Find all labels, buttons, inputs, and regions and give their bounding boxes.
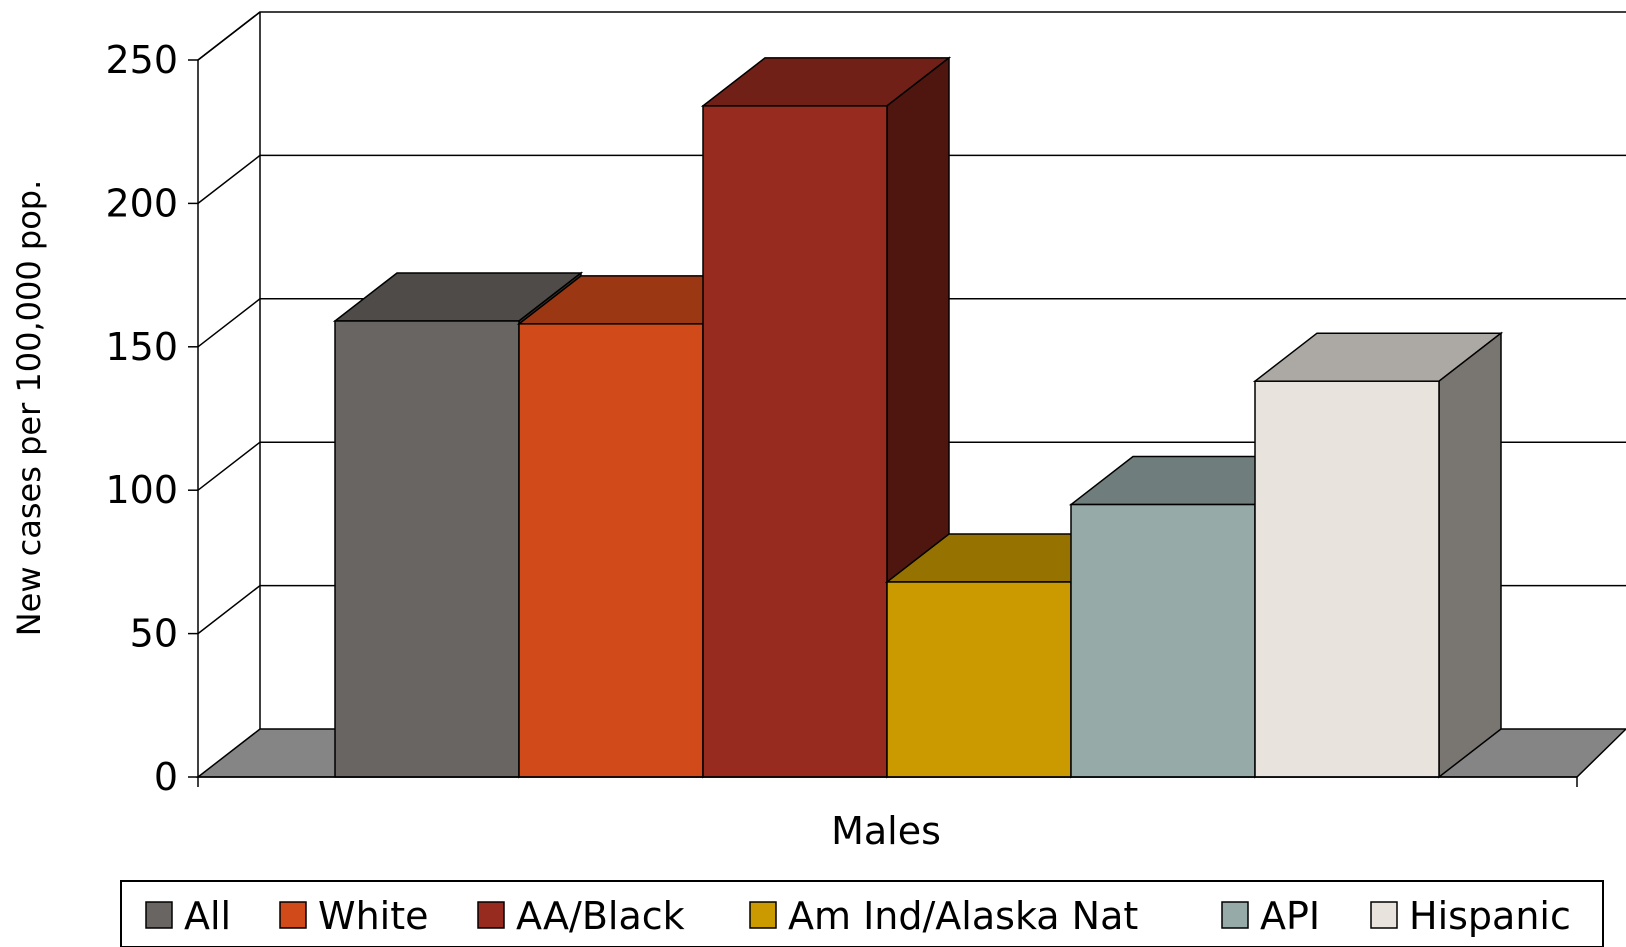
- bar-aa-black: [700, 56, 952, 779]
- y-axis-title: New cases per 100,000 pop.: [10, 180, 48, 637]
- gridline: [197, 154, 1626, 204]
- legend: All White AA/Black Am Ind/Alaska Nat API Hisp…: [120, 880, 1604, 947]
- legend-label: API: [1260, 894, 1320, 938]
- y-tick-label: 50: [130, 612, 178, 656]
- bar-hispanic: [1252, 331, 1504, 779]
- legend-swatch: [279, 901, 307, 929]
- legend-item: AA/Black: [477, 894, 685, 938]
- bar-front: [886, 581, 1072, 778]
- bars: [332, 56, 1504, 779]
- legend-item: Hispanic: [1370, 894, 1571, 938]
- legend-swatch: [1221, 901, 1249, 929]
- legend-label: All: [184, 894, 231, 938]
- legend-swatch: [749, 901, 777, 929]
- gridline: [197, 11, 1626, 61]
- y-tick-label: 250: [105, 38, 178, 82]
- legend-label: Am Ind/Alaska Nat: [788, 894, 1138, 938]
- legend-item: White: [279, 894, 429, 938]
- legend-item: Am Ind/Alaska Nat: [749, 894, 1138, 938]
- x-axis-category-label: Males: [831, 809, 941, 853]
- legend-label: White: [318, 894, 429, 938]
- y-axis: 0 50 100 150 200 250: [105, 11, 1578, 799]
- bar-front: [702, 105, 888, 778]
- bar-front: [1254, 380, 1440, 778]
- y-tick-label: 100: [105, 468, 178, 512]
- legend-item: API: [1221, 894, 1320, 938]
- legend-swatch: [145, 901, 173, 929]
- legend-box: [120, 880, 1604, 947]
- gridline: [197, 298, 1626, 348]
- y-tick-label: 200: [105, 181, 178, 225]
- legend-label: Hispanic: [1409, 894, 1571, 938]
- legend-swatch: [477, 901, 505, 929]
- bar-front: [334, 320, 520, 778]
- legend-swatch: [1370, 901, 1398, 929]
- bar-front: [518, 323, 704, 778]
- y-axis-top-slant: [197, 11, 261, 61]
- legend-label: AA/Black: [516, 894, 685, 938]
- y-tick-label: 150: [105, 325, 178, 369]
- bar-front: [1070, 503, 1256, 778]
- gridline: [197, 441, 1626, 491]
- y-tick-label: 0: [154, 755, 178, 799]
- bar-side: [1438, 331, 1502, 779]
- legend-item: All: [145, 894, 231, 938]
